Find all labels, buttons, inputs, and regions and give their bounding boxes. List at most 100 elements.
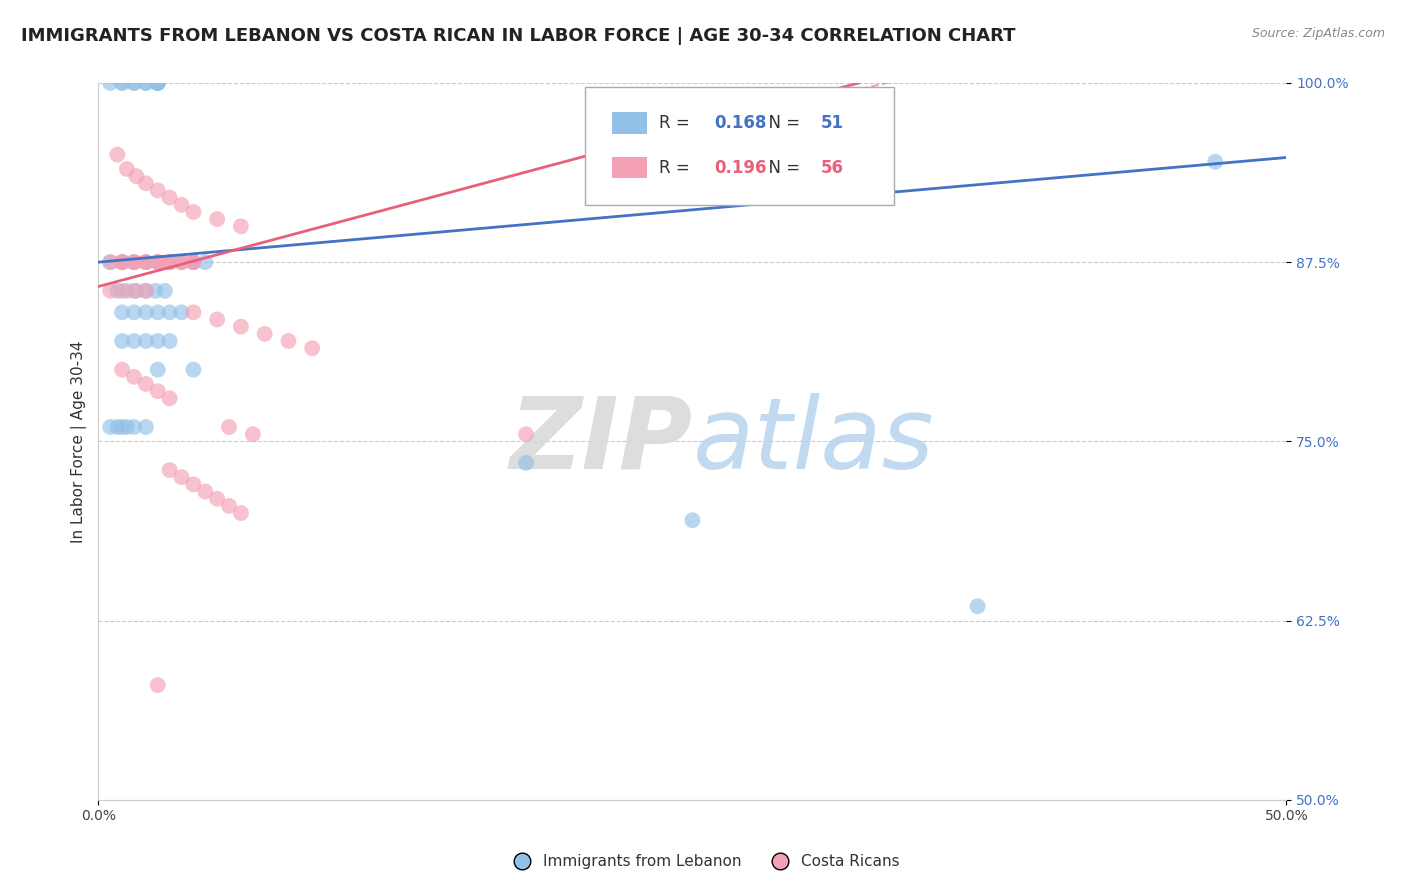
Point [135, 176, 157, 190]
Point [135, 376, 157, 391]
Point [135, 334, 157, 348]
Point [159, 392, 181, 406]
Point [98, 284, 121, 298]
Point [170, 198, 193, 212]
Point [170, 255, 193, 269]
Point [159, 463, 181, 477]
Point [98, 76, 121, 90]
Point [115, 161, 138, 176]
Point [122, 305, 145, 319]
Point [146, 255, 169, 269]
Point [135, 76, 157, 90]
Point [135, 420, 157, 434]
Text: N =: N = [758, 114, 806, 132]
Point [146, 678, 169, 692]
Point [122, 420, 145, 434]
Point [170, 255, 193, 269]
Point [146, 334, 169, 348]
Point [146, 384, 169, 399]
Point [135, 255, 157, 269]
Point [170, 255, 193, 269]
Point [146, 184, 169, 198]
Point [242, 427, 264, 442]
Point [194, 484, 217, 499]
Point [122, 255, 145, 269]
Point [159, 191, 181, 205]
Point [218, 499, 240, 513]
Point [122, 369, 145, 384]
Point [170, 470, 193, 484]
Point [183, 255, 205, 269]
Text: R =: R = [659, 114, 695, 132]
Point [98, 255, 121, 269]
Point [122, 76, 145, 90]
Point [146, 76, 169, 90]
Point [170, 305, 193, 319]
Point [98, 420, 121, 434]
Point [146, 255, 169, 269]
Point [135, 255, 157, 269]
Point [105, 420, 128, 434]
Text: 56: 56 [821, 159, 844, 177]
Point [115, 420, 138, 434]
Point [111, 255, 134, 269]
Point [125, 169, 148, 183]
Point [966, 599, 988, 614]
Point [135, 284, 157, 298]
Point [146, 255, 169, 269]
Text: R =: R = [659, 159, 695, 177]
Point [111, 255, 134, 269]
Point [111, 284, 134, 298]
Point [146, 362, 169, 376]
Point [515, 456, 537, 470]
Point [183, 477, 205, 491]
Point [1204, 154, 1226, 169]
Text: IMMIGRANTS FROM LEBANON VS COSTA RICAN IN LABOR FORCE | AGE 30-34 CORRELATION CH: IMMIGRANTS FROM LEBANON VS COSTA RICAN I… [21, 27, 1015, 45]
Point [183, 255, 205, 269]
Text: atlas: atlas [692, 392, 934, 490]
Point [146, 76, 169, 90]
Point [105, 147, 128, 161]
Text: Source: ZipAtlas.com: Source: ZipAtlas.com [1251, 27, 1385, 40]
Point [135, 76, 157, 90]
Point [111, 362, 134, 376]
Point [153, 284, 176, 298]
Point [122, 255, 145, 269]
Point [111, 76, 134, 90]
Text: 0.168: 0.168 [714, 114, 766, 132]
Point [122, 284, 145, 298]
Point [146, 305, 169, 319]
Point [111, 76, 134, 90]
Point [205, 212, 228, 227]
Text: N =: N = [758, 159, 806, 177]
Legend: Immigrants from Lebanon, Costa Ricans: Immigrants from Lebanon, Costa Ricans [501, 848, 905, 875]
Point [122, 76, 145, 90]
Point [159, 305, 181, 319]
Point [105, 284, 128, 298]
Point [205, 312, 228, 326]
Point [183, 255, 205, 269]
Point [301, 341, 323, 355]
Point [183, 362, 205, 376]
Point [183, 305, 205, 319]
Point [159, 255, 181, 269]
Point [229, 319, 252, 334]
Point [111, 255, 134, 269]
Point [145, 284, 167, 298]
Point [111, 305, 134, 319]
Point [111, 255, 134, 269]
Point [122, 255, 145, 269]
Point [229, 506, 252, 520]
Text: 51: 51 [821, 114, 844, 132]
Point [135, 305, 157, 319]
Point [515, 427, 537, 442]
Point [218, 420, 240, 434]
Point [194, 255, 217, 269]
Point [159, 255, 181, 269]
Y-axis label: In Labor Force | Age 30-34: In Labor Force | Age 30-34 [72, 340, 87, 542]
Point [229, 219, 252, 234]
Point [125, 284, 148, 298]
Point [111, 334, 134, 348]
Point [111, 420, 134, 434]
Point [135, 255, 157, 269]
